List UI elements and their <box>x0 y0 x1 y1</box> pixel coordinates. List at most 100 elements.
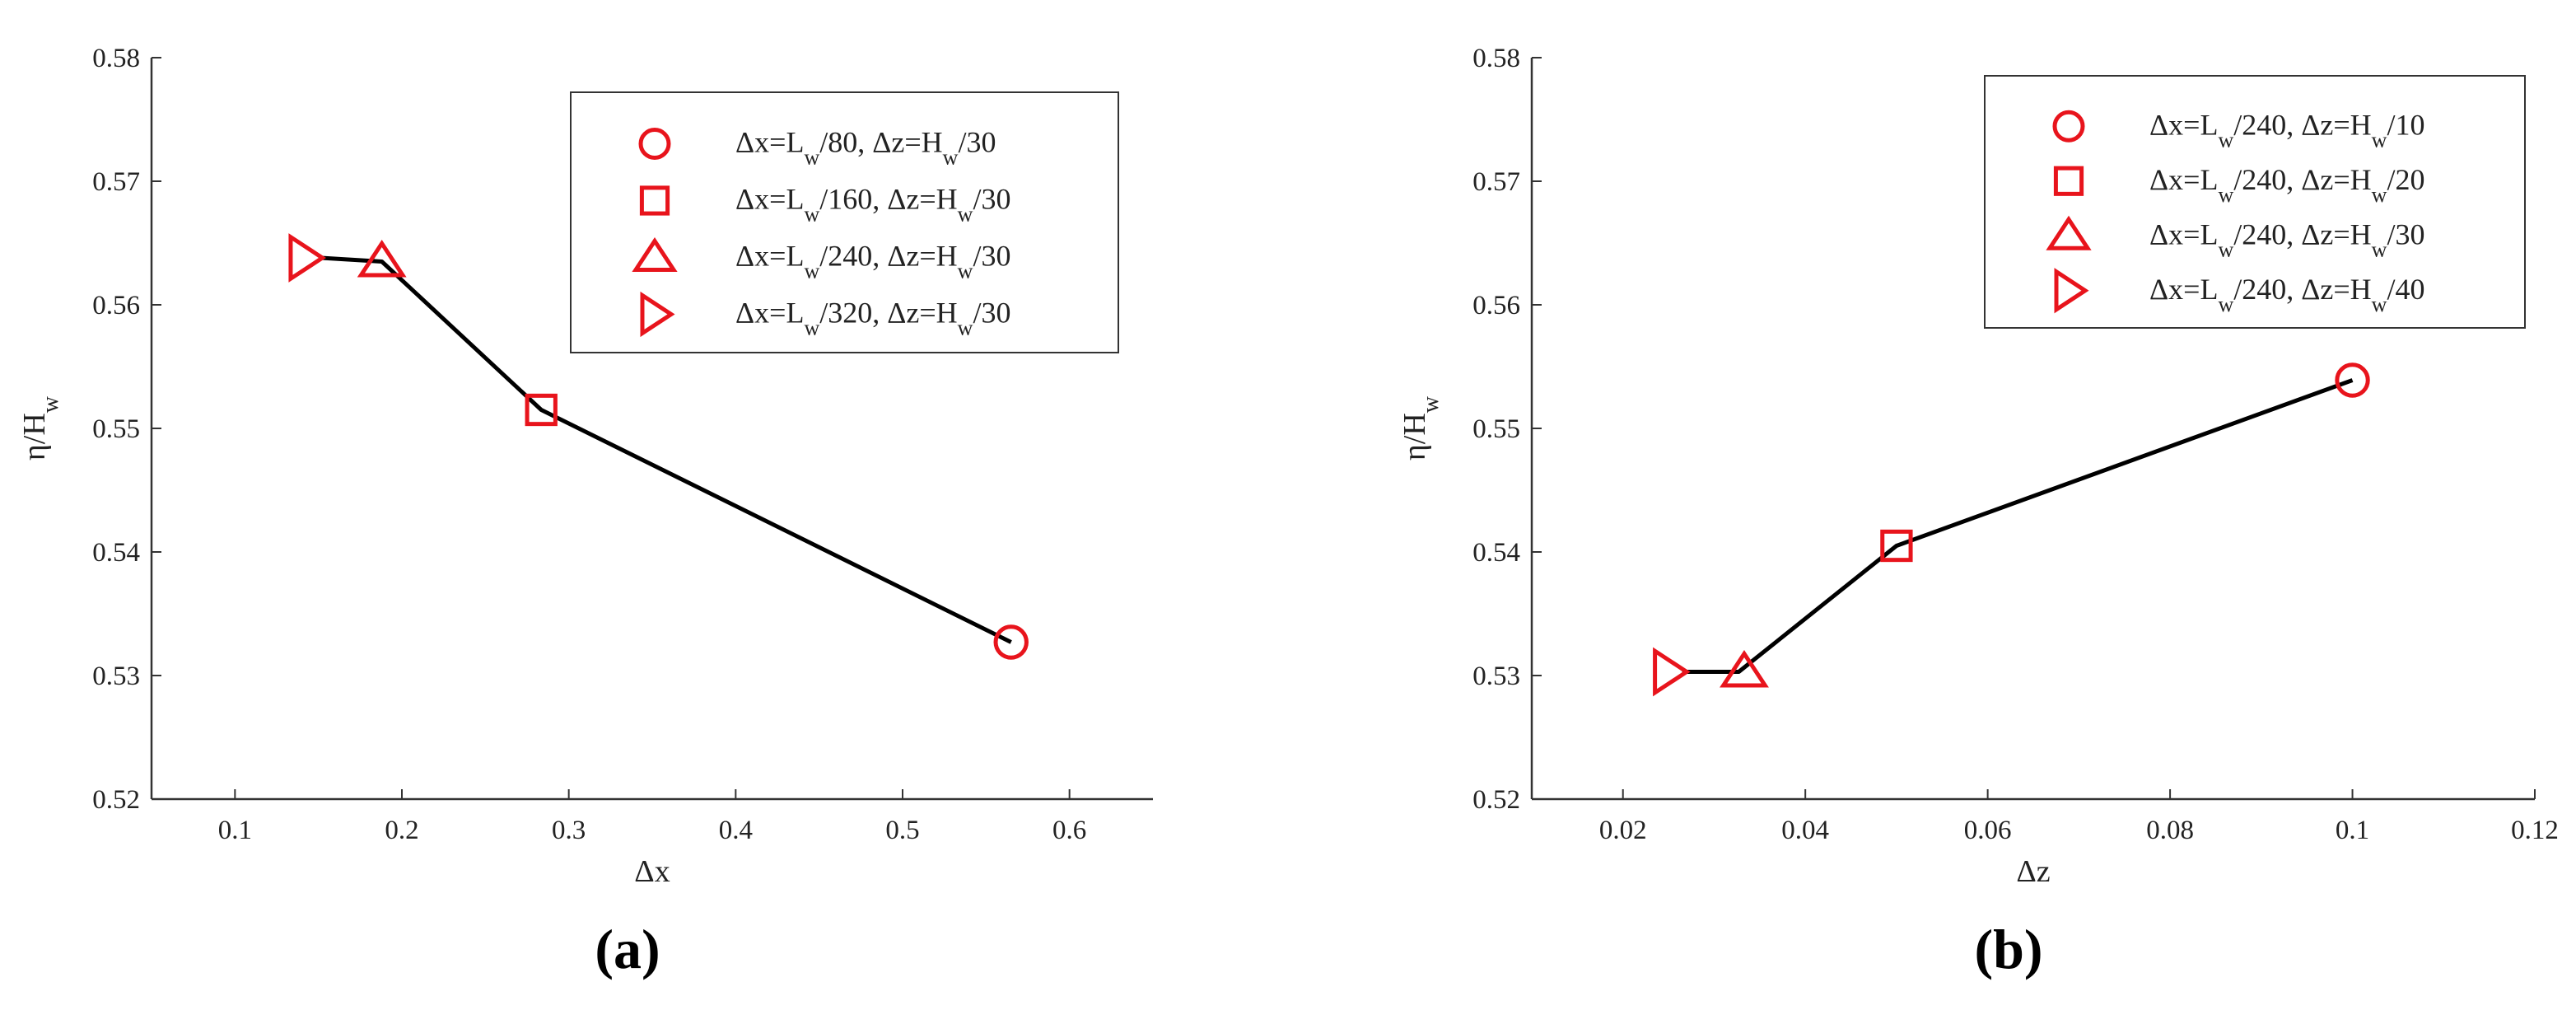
x-tick-label: 0.06 <box>1964 816 2012 845</box>
legend-subscript: w <box>2372 292 2387 316</box>
x-axis-label: Δx <box>634 854 670 889</box>
y-axis-label-main: η/H <box>17 413 52 461</box>
y-tick-label: 0.54 <box>1472 538 1520 568</box>
legend-subscript: w <box>2218 182 2233 206</box>
y-axis-label-main: η/H <box>1398 413 1432 461</box>
legend-text: Δx=L <box>2149 217 2218 250</box>
y-tick-label: 0.58 <box>92 44 140 73</box>
legend-subscript: w <box>943 145 959 169</box>
legend-subscript: w <box>804 202 819 226</box>
x-tick-label: 0.02 <box>1599 816 1647 845</box>
x-tick-label: 0.04 <box>1781 816 1829 845</box>
legend-subscript: w <box>2372 182 2387 206</box>
data-point-triangle-right <box>288 233 326 283</box>
legend-subscript: w <box>958 316 973 339</box>
y-tick-label: 0.55 <box>92 414 140 444</box>
y-tick-label: 0.58 <box>1472 44 1520 73</box>
x-tick-label: 0.08 <box>2146 816 2194 845</box>
data-point-circle <box>993 624 1029 660</box>
legend-subscript: w <box>2218 128 2233 152</box>
series-line <box>320 255 1012 644</box>
legend-text: Δx=L <box>2149 163 2218 196</box>
legend-entry-label: Δx=Lw/240, Δz=Hw/30 <box>735 240 1010 283</box>
legend-subscript: w <box>2372 237 2387 261</box>
x-tick-label: 0.12 <box>2511 816 2559 845</box>
legend-subscript: w <box>958 202 973 226</box>
x-tick-label: 0.2 <box>385 816 418 845</box>
legend-text: /240, Δz=H <box>819 240 957 273</box>
legend-subscript: w <box>2372 128 2387 152</box>
legend-subscript: w <box>2218 292 2233 316</box>
y-tick-label: 0.55 <box>1472 414 1520 444</box>
y-axis-label-subscript: w <box>1418 395 1444 413</box>
y-tick-label: 0.57 <box>92 167 140 197</box>
legend-text: Δx=L <box>735 240 804 273</box>
legend-text: Δx=L <box>2149 273 2218 306</box>
legend-text: /10 <box>2387 108 2424 141</box>
y-axis-label: η/Hw <box>1398 395 1444 461</box>
legend-text: /240, Δz=H <box>2233 273 2371 306</box>
data-point-triangle-up <box>1720 649 1769 688</box>
legend-marker-square <box>2053 166 2084 196</box>
legend-text: /160, Δz=H <box>819 183 957 216</box>
legend-entry-label: Δx=Lw/240, Δz=Hw/10 <box>2149 108 2424 152</box>
legend-entry-label: Δx=Lw/240, Δz=Hw/40 <box>2149 273 2424 316</box>
y-tick-label: 0.54 <box>92 538 140 568</box>
x-tick-label: 0.1 <box>2336 816 2369 845</box>
legend-marker-circle <box>638 128 671 160</box>
legend-text: /30 <box>973 240 1010 273</box>
legend-marker-circle <box>2052 110 2085 143</box>
legend-marker-square <box>639 185 670 216</box>
data-point-square <box>1880 529 1913 563</box>
x-tick-label: 0.6 <box>1052 816 1086 845</box>
chart-panel-a: 0.52 0.53 0.54 0.55 0.56 0.57 0.58 0.1 0.2 0.3 0.4… <box>17 44 1153 980</box>
series-line <box>1682 378 2354 674</box>
legend-text: Δx=L <box>735 297 804 330</box>
data-point-circle <box>2335 362 2370 398</box>
legend-text: /30 <box>973 297 1010 330</box>
legend-text: Δx=L <box>2149 108 2218 141</box>
x-axis-label: Δz <box>2016 854 2050 889</box>
data-point-square <box>525 393 558 427</box>
legend-marker-triangle-up <box>632 236 678 272</box>
y-axis-label: η/Hw <box>17 395 63 461</box>
legend-marker-triangle-right <box>2054 268 2089 314</box>
legend-text: /20 <box>2387 163 2424 196</box>
legend-text: /240, Δz=H <box>2233 163 2371 196</box>
y-tick-label: 0.53 <box>92 662 140 691</box>
legend-text: /320, Δz=H <box>819 297 957 330</box>
legend-text: /80, Δz=H <box>819 126 942 159</box>
legend-marker-triangle-up <box>2046 215 2092 250</box>
legend-subscript: w <box>958 259 973 283</box>
legend-entry-label: Δx=Lw/240, Δz=Hw/30 <box>2149 217 2424 261</box>
legend-text: /30 <box>958 126 996 159</box>
legend-entry-label: Δx=Lw/320, Δz=Hw/30 <box>735 297 1010 340</box>
legend-subscript: w <box>804 316 819 339</box>
legend-subscript: w <box>804 145 819 169</box>
legend-entry-label: Δx=Lw/240, Δz=Hw/20 <box>2149 163 2424 207</box>
y-tick-label: 0.52 <box>92 785 140 815</box>
y-tick-label: 0.57 <box>1472 167 1520 197</box>
legend-text: Δx=L <box>735 126 804 159</box>
legend-subscript: w <box>804 259 819 283</box>
legend-text: /240, Δz=H <box>2233 108 2371 141</box>
legend-subscript: w <box>2218 237 2233 261</box>
x-tick-label: 0.4 <box>719 816 753 845</box>
x-tick-label: 0.5 <box>885 816 919 845</box>
y-axis-label-subscript: w <box>38 395 63 413</box>
chart-panel-b: 0.52 0.53 0.54 0.55 0.56 0.57 0.58 0.02 0.04 0.06… <box>1398 44 2559 980</box>
x-tick-label: 0.1 <box>218 816 252 845</box>
legend-text: /240, Δz=H <box>2233 217 2371 250</box>
legend-marker-triangle-right <box>640 291 675 338</box>
y-tick-label: 0.53 <box>1472 662 1520 691</box>
legend-entry-label: Δx=Lw/80, Δz=Hw/30 <box>735 126 996 170</box>
data-point-triangle-right <box>1653 647 1691 697</box>
legend-text: /40 <box>2387 273 2424 306</box>
x-tick-label: 0.3 <box>552 816 586 845</box>
y-tick-label: 0.52 <box>1472 785 1520 815</box>
panel-label: (a) <box>595 918 660 980</box>
y-tick-label: 0.56 <box>92 291 140 320</box>
